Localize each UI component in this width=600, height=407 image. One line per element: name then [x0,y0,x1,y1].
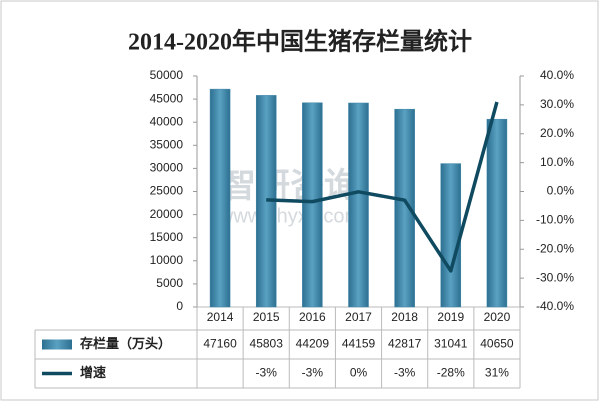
table-cell: -3% [394,366,416,380]
y-tick-label: 45000 [150,91,184,105]
table-cell: 45803 [250,337,284,351]
y-tick-label: 40000 [150,114,184,128]
table-cell: 44209 [296,337,330,351]
watermark-url: www.chyxx.com [218,205,361,227]
y2-tick-label: 0.0% [547,184,575,198]
watermark: 智研咨询 [222,167,358,205]
bar [394,108,415,308]
bar [486,118,508,308]
y2-tick-label: -30.0% [536,270,574,284]
y-tick-label: 20000 [150,207,184,221]
table-cell: 40650 [480,337,514,351]
legend-label: 存栏量（万头） [80,336,171,351]
y-tick-label: 35000 [150,137,184,151]
y2-tick-label: -10.0% [536,213,574,227]
table-cell: 42817 [388,337,422,351]
table-cell: 47160 [203,337,237,351]
y2-tick-label: -40.0% [536,299,574,313]
table-cell: 31% [485,366,509,380]
bar [209,88,231,308]
y2-tick-label: 30.0% [540,97,574,111]
x-tick-label: 2019 [437,310,464,324]
chart-title: 2014-2020年中国生猪存栏量统计 [128,28,472,56]
y2-tick-label: 20.0% [540,126,574,140]
table-cell: 0% [350,366,368,380]
table-cell: -3% [256,366,278,380]
x-tick-label: 2016 [299,310,326,324]
y2-tick-label: -20.0% [536,241,574,255]
y-tick-label: 10000 [150,253,184,267]
table-cell: 44159 [342,337,376,351]
bar [348,102,369,308]
y2-tick-label: 40.0% [540,68,574,82]
bar [302,102,323,308]
line [266,101,499,273]
table-cell: -3% [302,366,324,380]
y-tick-label: 50000 [150,68,184,82]
y-tick-label: 5000 [156,276,183,290]
legend-label: 增速 [80,365,106,380]
y-tick-label: 25000 [150,184,184,198]
y2-tick-label: 10.0% [540,155,574,169]
table-cell: -28% [437,366,465,380]
x-tick-label: 2014 [207,310,234,324]
legend-swatch [42,339,72,350]
bar [440,163,462,308]
x-tick-label: 2020 [484,310,511,324]
y-tick-label: 15000 [150,230,184,244]
x-tick-label: 2015 [253,310,280,324]
x-tick-label: 2018 [391,310,418,324]
table-cell: 31041 [434,337,468,351]
y-tick-label: 30000 [150,161,184,175]
x-tick-label: 2017 [345,310,372,324]
y-tick-label: 0 [176,299,183,313]
